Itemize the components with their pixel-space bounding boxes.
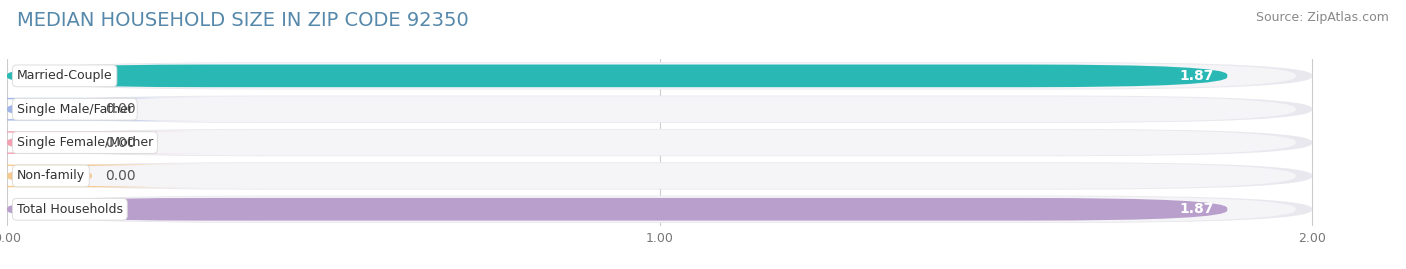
Text: Source: ZipAtlas.com: Source: ZipAtlas.com xyxy=(1256,11,1389,24)
Text: 0.00: 0.00 xyxy=(105,102,135,116)
Text: 0.00: 0.00 xyxy=(105,136,135,150)
FancyBboxPatch shape xyxy=(24,130,1296,155)
Text: 1.87: 1.87 xyxy=(1180,202,1215,216)
FancyBboxPatch shape xyxy=(7,198,1227,221)
FancyBboxPatch shape xyxy=(24,196,1296,222)
Text: Non-family: Non-family xyxy=(17,169,84,182)
FancyBboxPatch shape xyxy=(7,95,1312,123)
Text: Single Female/Mother: Single Female/Mother xyxy=(17,136,153,149)
FancyBboxPatch shape xyxy=(7,196,1312,223)
Text: Single Male/Father: Single Male/Father xyxy=(17,103,132,116)
FancyBboxPatch shape xyxy=(0,165,207,187)
FancyBboxPatch shape xyxy=(0,98,207,121)
Text: 0.00: 0.00 xyxy=(105,169,135,183)
FancyBboxPatch shape xyxy=(24,163,1296,189)
FancyBboxPatch shape xyxy=(7,129,1312,156)
Text: Total Households: Total Households xyxy=(17,203,122,216)
Text: MEDIAN HOUSEHOLD SIZE IN ZIP CODE 92350: MEDIAN HOUSEHOLD SIZE IN ZIP CODE 92350 xyxy=(17,11,468,30)
FancyBboxPatch shape xyxy=(7,65,1227,87)
Text: Married-Couple: Married-Couple xyxy=(17,69,112,82)
FancyBboxPatch shape xyxy=(24,96,1296,122)
Text: 1.87: 1.87 xyxy=(1180,69,1215,83)
FancyBboxPatch shape xyxy=(0,131,207,154)
FancyBboxPatch shape xyxy=(7,162,1312,190)
FancyBboxPatch shape xyxy=(7,62,1312,90)
FancyBboxPatch shape xyxy=(24,63,1296,89)
